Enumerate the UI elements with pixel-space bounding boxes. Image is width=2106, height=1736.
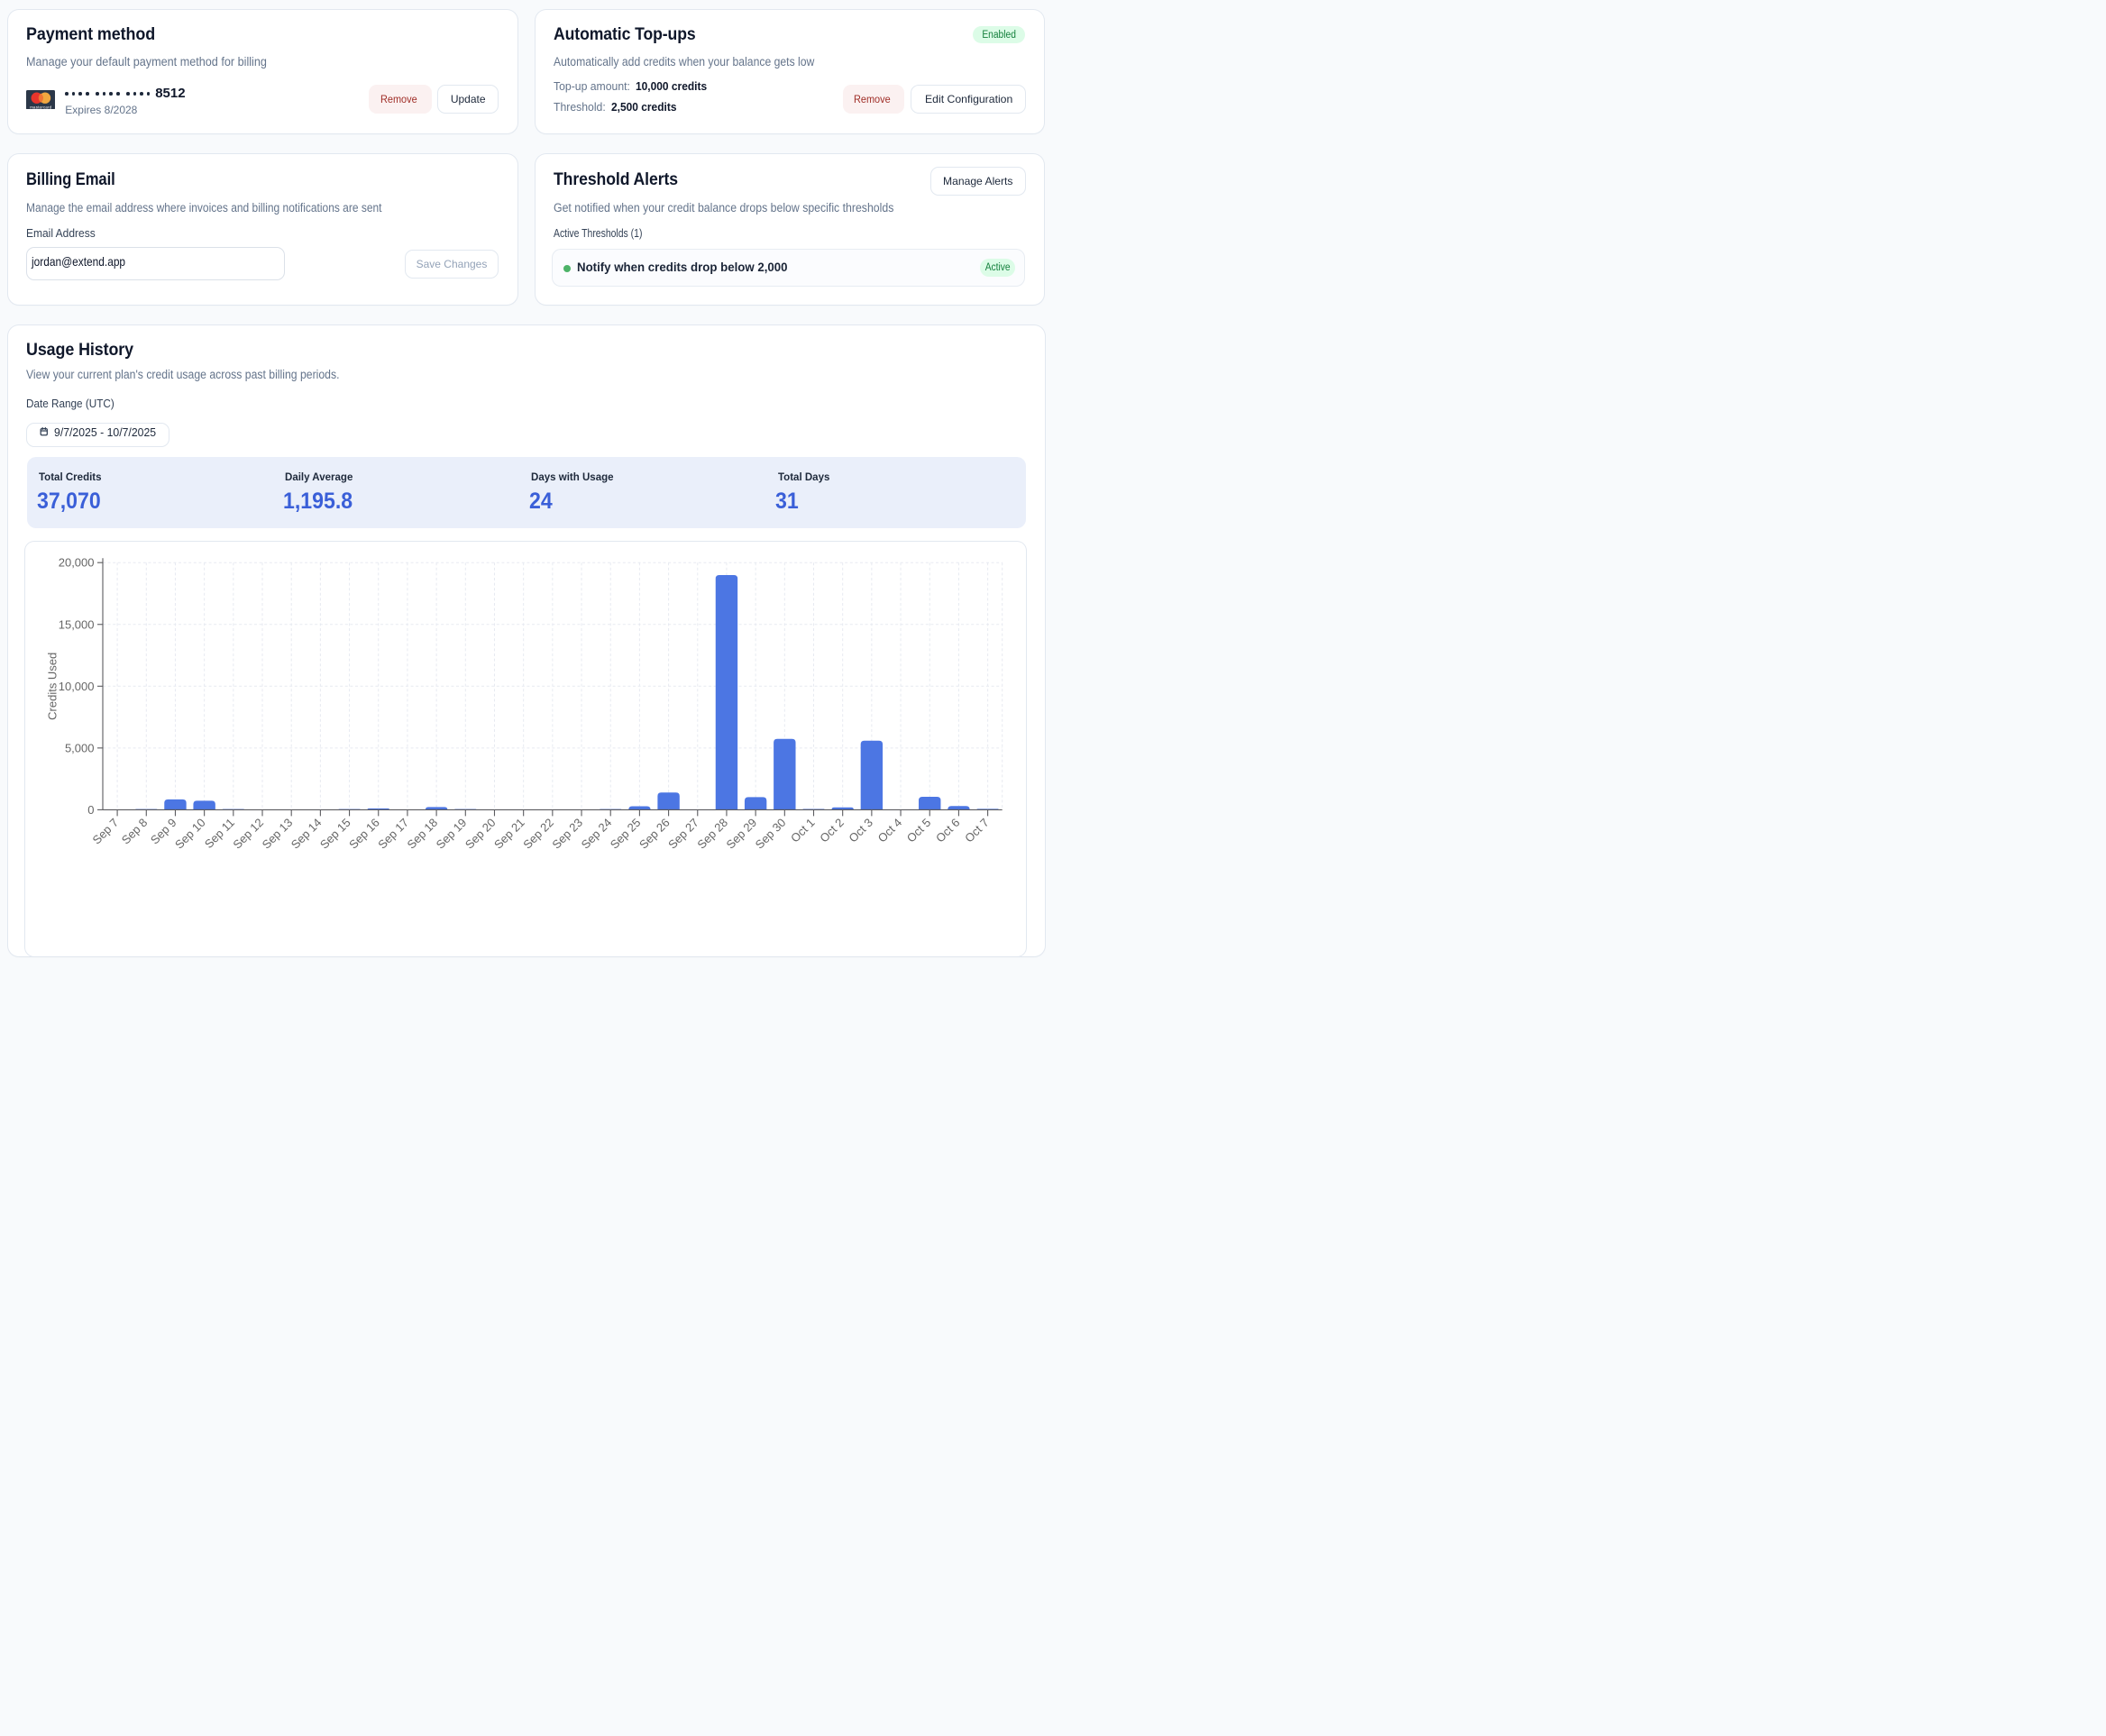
svg-text:Sep 10: Sep 10: [172, 816, 208, 852]
svg-text:Oct 1: Oct 1: [788, 816, 818, 845]
svg-text:5,000: 5,000: [65, 741, 95, 754]
svg-text:Oct 7: Oct 7: [962, 816, 992, 845]
svg-text:20,000: 20,000: [59, 555, 95, 569]
svg-text:Sep 25: Sep 25: [608, 816, 644, 852]
svg-text:Sep 30: Sep 30: [753, 816, 789, 852]
svg-text:Sep 15: Sep 15: [317, 816, 353, 852]
svg-text:Sep 28: Sep 28: [694, 816, 730, 852]
svg-text:Sep 29: Sep 29: [724, 816, 760, 852]
svg-text:mastercard: mastercard: [30, 105, 52, 109]
svg-text:Sep 17: Sep 17: [375, 816, 411, 852]
svg-text:Sep 27: Sep 27: [665, 816, 701, 852]
svg-text:Oct 6: Oct 6: [933, 816, 963, 845]
svg-text:Sep 14: Sep 14: [288, 816, 325, 852]
svg-text:Sep 21: Sep 21: [491, 816, 527, 852]
svg-text:Sep 19: Sep 19: [434, 816, 470, 852]
svg-text:15,000: 15,000: [59, 617, 95, 631]
svg-text:Sep 12: Sep 12: [230, 816, 266, 852]
svg-text:Sep 26: Sep 26: [636, 816, 673, 852]
svg-text:Sep 16: Sep 16: [346, 816, 382, 852]
svg-text:Sep 22: Sep 22: [520, 816, 556, 852]
svg-text:Sep 18: Sep 18: [404, 816, 440, 852]
svg-text:0: 0: [87, 803, 94, 817]
svg-text:Sep 13: Sep 13: [260, 816, 296, 852]
svg-text:Sep 11: Sep 11: [202, 816, 237, 851]
svg-text:Oct 3: Oct 3: [846, 816, 875, 845]
svg-text:Oct 4: Oct 4: [875, 816, 905, 845]
svg-text:Sep 8: Sep 8: [119, 816, 151, 847]
svg-text:Sep 23: Sep 23: [549, 816, 585, 852]
svg-text:Sep 20: Sep 20: [462, 816, 499, 852]
svg-text:Sep 24: Sep 24: [579, 816, 615, 852]
svg-text:Credits Used: Credits Used: [46, 652, 60, 719]
svg-text:10,000: 10,000: [59, 679, 95, 692]
svg-text:Oct 2: Oct 2: [817, 816, 847, 845]
svg-text:Sep 7: Sep 7: [90, 816, 122, 847]
svg-text:Oct 5: Oct 5: [904, 816, 934, 845]
